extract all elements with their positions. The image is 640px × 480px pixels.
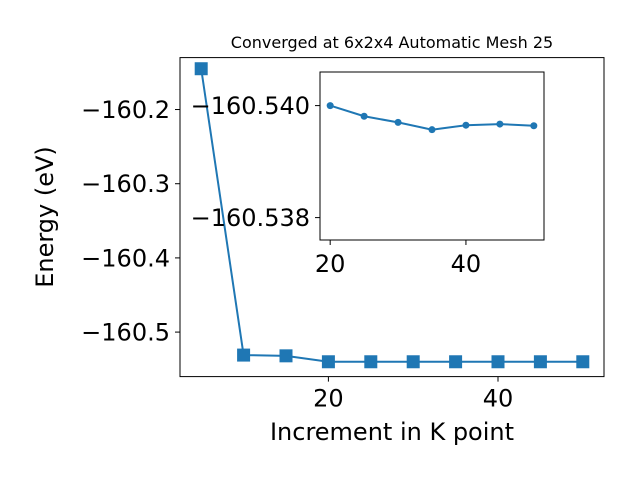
chart-title: Converged at 6x2x4 Automatic Mesh 25	[231, 33, 553, 52]
inset-data-point	[462, 121, 470, 129]
main-data-point	[194, 62, 208, 76]
inset-data-point	[360, 112, 368, 120]
main-data-point	[321, 355, 335, 369]
x-axis-label: Increment in K point	[270, 418, 514, 446]
inset-plot: 20 40 −160.540 −160.538	[191, 71, 545, 278]
inset-data-point	[326, 102, 334, 110]
inset-data-point	[394, 118, 402, 126]
inset-data-point	[428, 126, 436, 134]
main-data-point	[449, 355, 463, 369]
main-x-tick-label: 20	[313, 385, 344, 413]
main-data-point	[406, 355, 420, 369]
main-y-tick-label: −160.5	[81, 319, 170, 347]
main-y-tick-label: −160.2	[81, 96, 170, 124]
main-data-point	[576, 355, 590, 369]
main-data-point	[533, 355, 547, 369]
inset-y-tick-label: −160.540	[191, 92, 310, 120]
main-series-line	[200, 68, 583, 363]
inset-data-point	[530, 122, 538, 130]
main-data-point	[491, 355, 505, 369]
main-data-point	[364, 355, 378, 369]
inset-x-tick-label: 40	[451, 250, 482, 278]
main-y-tick-label: −160.3	[81, 170, 170, 198]
main-data-point	[279, 349, 293, 363]
y-axis-label: Energy (eV)	[31, 146, 59, 288]
main-x-tick-label: 40	[483, 385, 514, 413]
inset-y-tick-label: −160.538	[191, 204, 310, 232]
inset-x-tick-label: 20	[315, 250, 346, 278]
inset-data-point	[496, 120, 504, 128]
inset-plot-area	[320, 72, 544, 240]
main-plot-frame	[179, 57, 605, 378]
main-data-point	[237, 348, 251, 362]
main-y-tick-label: −160.4	[81, 244, 170, 272]
inset-plot-frame	[319, 71, 545, 241]
